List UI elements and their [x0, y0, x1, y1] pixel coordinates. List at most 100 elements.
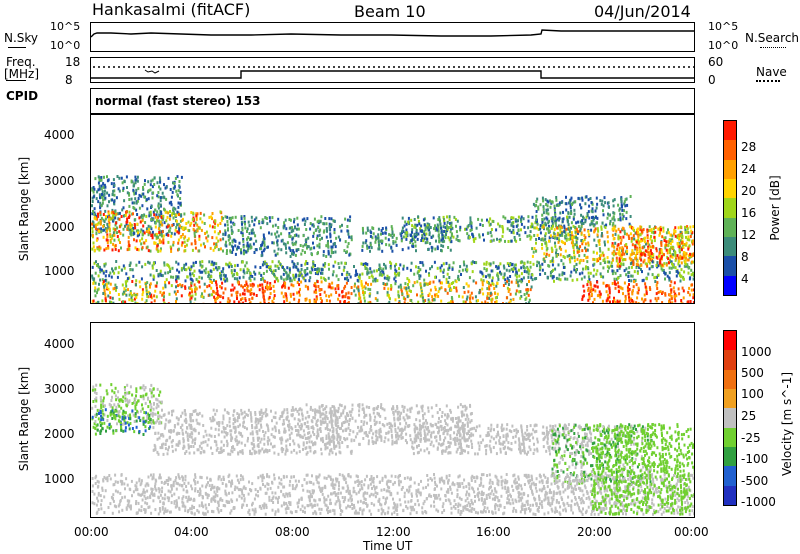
- power-cell: [224, 279, 227, 283]
- power-cell: [219, 272, 221, 275]
- power-cell: [497, 222, 500, 226]
- velocity-cell: [99, 383, 102, 387]
- power-cell: [665, 243, 668, 247]
- power-cell: [638, 240, 641, 244]
- power-cell: [554, 217, 557, 221]
- power-cell: [329, 232, 332, 236]
- power-cell: [633, 237, 636, 241]
- power-cell: [541, 220, 544, 224]
- power-cell: [316, 220, 319, 224]
- power-cell: [550, 227, 553, 230]
- velocity-cell: [314, 408, 317, 412]
- power-cell: [426, 224, 429, 228]
- power-cell: [376, 291, 379, 295]
- power-cell: [606, 297, 609, 301]
- power-cell: [122, 206, 125, 210]
- power-cell: [285, 294, 288, 298]
- power-cell: [504, 278, 507, 282]
- power-cell: [109, 296, 112, 300]
- power-cell: [611, 244, 614, 248]
- power-cell: [635, 283, 638, 287]
- power-cell: [663, 239, 666, 242]
- power-cell: [208, 284, 211, 288]
- power-cell: [550, 216, 553, 220]
- velocity-cell: [168, 445, 170, 449]
- power-cell: [663, 262, 666, 266]
- power-cell: [365, 239, 368, 243]
- power-cell: [580, 213, 583, 217]
- power-cell: [657, 273, 660, 277]
- power-cell: [161, 191, 164, 195]
- power-cell: [434, 293, 437, 297]
- power-cell: [569, 211, 572, 215]
- power-cell: [418, 269, 420, 273]
- velocity-cell: [163, 426, 166, 430]
- power-cell: [245, 250, 248, 254]
- power-cell: [272, 241, 275, 245]
- velocity-cell: [170, 440, 173, 444]
- power-cell: [222, 267, 225, 271]
- power-cell: [269, 284, 272, 288]
- power-cell: [102, 280, 105, 284]
- power-cell: [98, 248, 101, 252]
- power-cell: [662, 229, 665, 233]
- power-cell: [151, 236, 154, 240]
- power-cell: [618, 252, 621, 256]
- power-cell: [202, 242, 205, 246]
- power-cell: [539, 264, 542, 268]
- power-cell: [453, 215, 456, 219]
- power-cell: [654, 226, 657, 229]
- power-cell: [581, 271, 584, 275]
- power-cell: [377, 233, 380, 237]
- power-cell: [374, 277, 377, 281]
- power-cell: [684, 230, 687, 234]
- power-cell: [337, 278, 340, 282]
- power-cell: [139, 239, 141, 243]
- power-cell: [428, 273, 431, 277]
- power-cell: [337, 284, 340, 287]
- power-cell: [663, 236, 666, 240]
- power-cell: [96, 264, 99, 268]
- power-cell: [104, 297, 107, 301]
- power-cell: [673, 281, 676, 285]
- velocity-cell: [157, 431, 160, 435]
- power-cell: [635, 254, 637, 258]
- power-cell: [243, 288, 246, 292]
- power-cell: [360, 282, 363, 286]
- velocity-cell: [326, 417, 329, 420]
- power-cell: [358, 293, 361, 297]
- power-cell: [488, 285, 490, 289]
- power-cell: [134, 179, 137, 182]
- power-cell: [642, 260, 645, 264]
- power-cell: [530, 276, 533, 280]
- power-cell: [123, 287, 126, 291]
- power-cell: [656, 275, 658, 279]
- velocity-cell: [251, 430, 254, 434]
- power-cbar-tick-8: 8: [741, 250, 749, 264]
- power-cell: [558, 216, 561, 220]
- velocity-cell: [236, 412, 239, 416]
- power-cell: [282, 272, 285, 276]
- power-cell: [195, 212, 198, 216]
- power-cell: [149, 273, 152, 277]
- power-cell: [475, 261, 478, 265]
- power-cell: [669, 284, 672, 288]
- power-cell: [248, 301, 251, 303]
- power-cell: [180, 268, 183, 272]
- power-cell: [214, 302, 217, 303]
- power-cell: [394, 280, 397, 283]
- nsky-label: N.Sky: [4, 31, 39, 45]
- cpid-panel: normal (fast stereo) 153: [90, 88, 695, 114]
- power-cell: [92, 241, 95, 245]
- power-cell: [588, 204, 591, 208]
- power-cell: [96, 217, 99, 221]
- power-cell: [131, 268, 134, 272]
- velocity-cell: [254, 417, 257, 421]
- power-cell: [520, 266, 523, 270]
- power-cell: [582, 259, 585, 262]
- power-cell: [598, 242, 601, 246]
- power-cell: [671, 239, 674, 243]
- freq-tick-bottom: 8: [65, 73, 73, 87]
- power-cell: [215, 292, 218, 295]
- power-cell: [639, 268, 642, 271]
